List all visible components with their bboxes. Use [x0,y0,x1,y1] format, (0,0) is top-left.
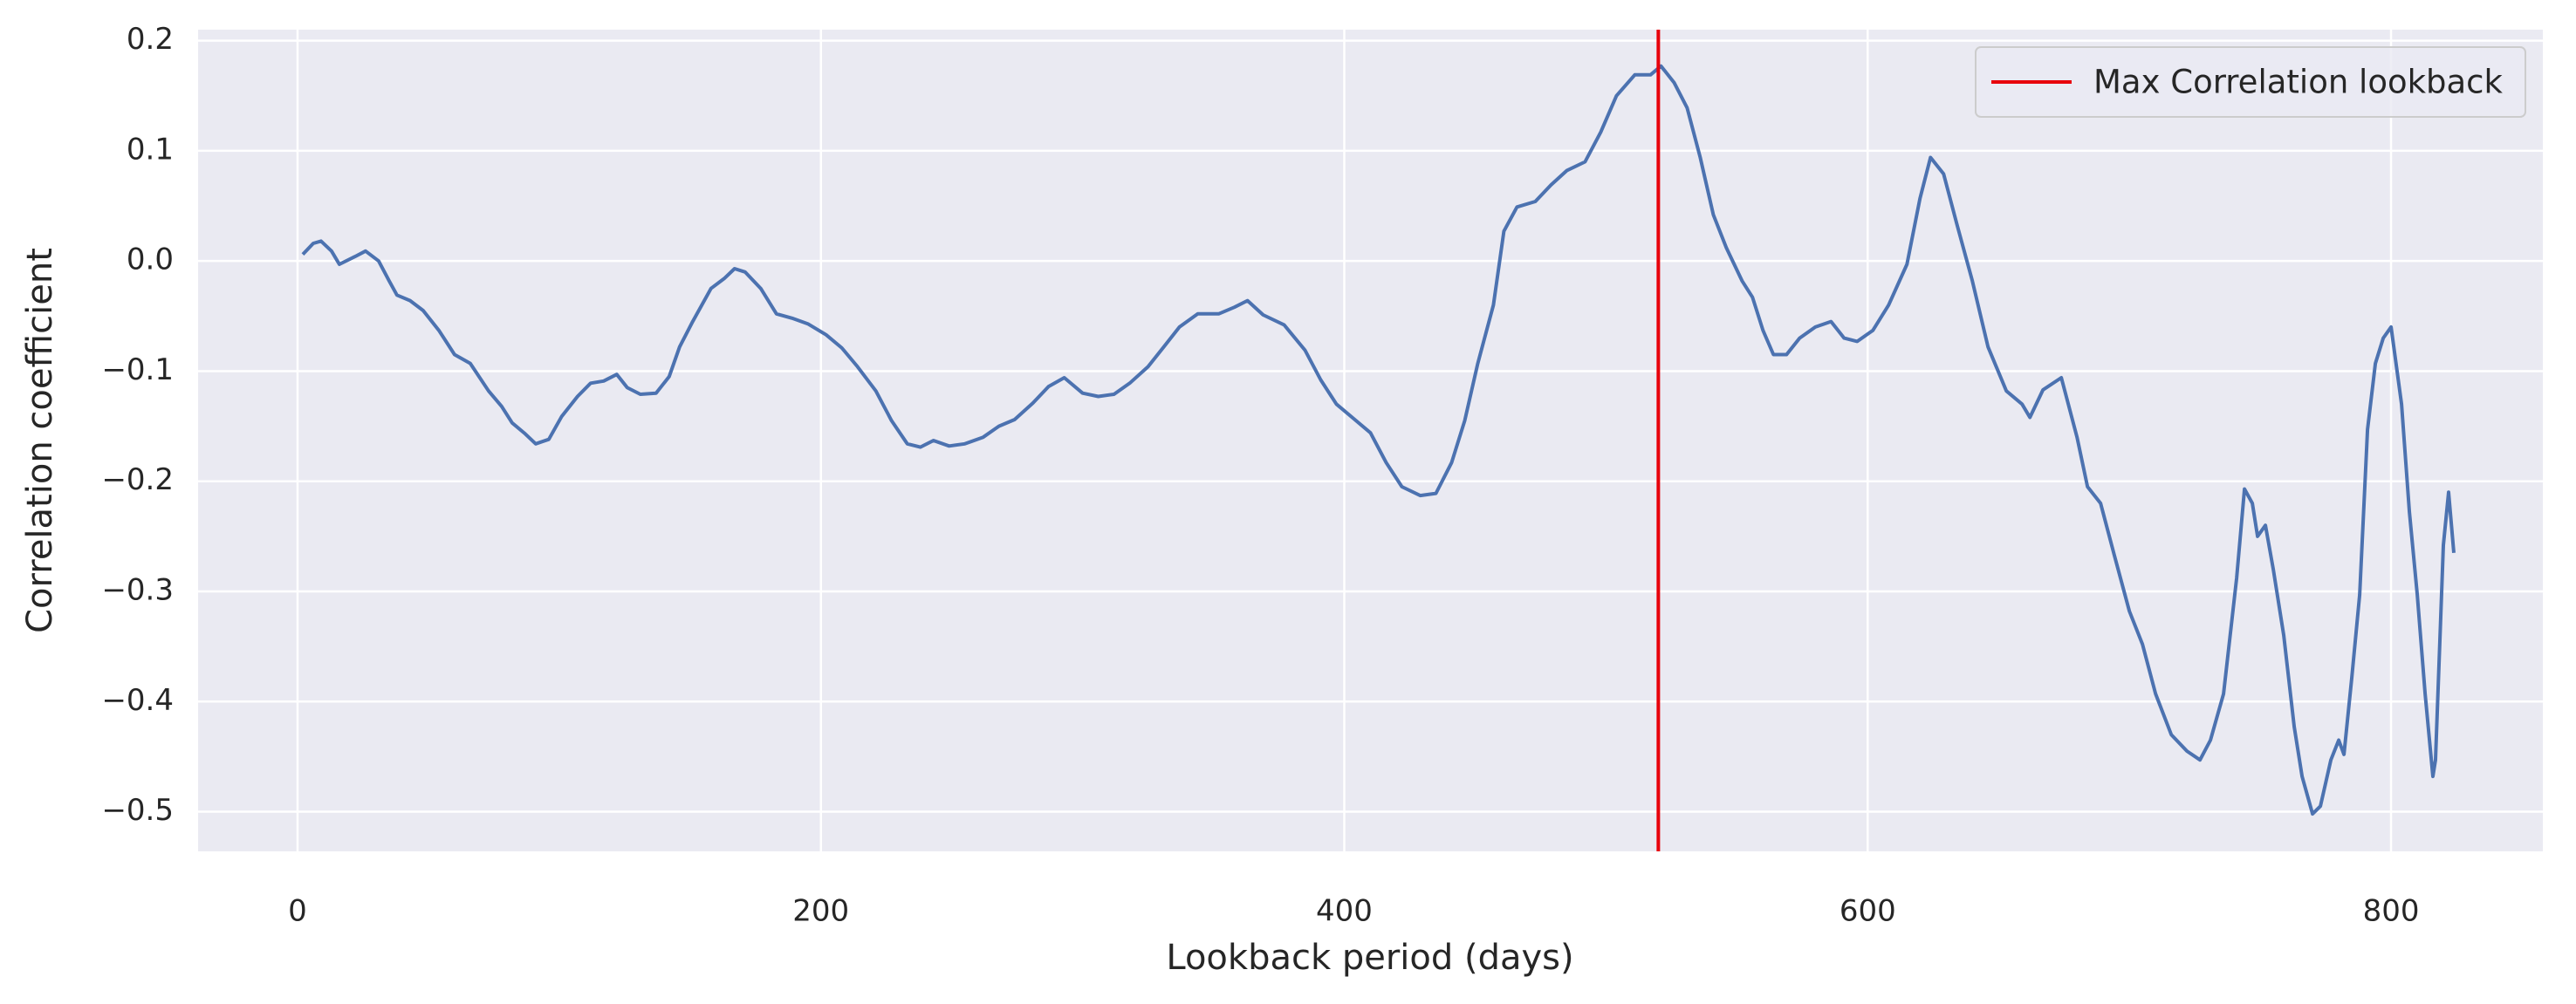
y-tick-label: −0.1 [101,352,174,387]
x-tick-label: 800 [2363,894,2420,929]
labels: −0.5 −0.4 −0.3 −0.2 −0.1 0.0 0.1 0.2 0 200 400 600 8… [101,22,2419,928]
x-axis-label: Lookback period (days) [1166,938,1573,978]
marks [301,30,2456,851]
y-tick-label: −0.4 [101,683,174,718]
grid [198,30,2543,851]
y-tick-label: −0.5 [101,793,174,828]
y-tick-label: 0.0 [127,242,174,277]
y-axis-label: Correlation coefficient [20,248,60,633]
y-tick-label: −0.2 [101,462,174,497]
y-tick-label: −0.3 [101,572,174,607]
legend-box [1975,46,2526,118]
plot-area [198,30,2543,851]
y-tick-label: 0.1 [127,132,174,167]
x-tick-label: 600 [1840,894,1896,929]
x-tick-label: 0 [288,894,307,929]
x-tick-label: 200 [792,894,849,929]
legend-label: Max Correlation lookback [2093,64,2504,101]
data-line [301,64,2456,816]
y-tick-label: 0.2 [127,22,174,57]
x-tick-label: 400 [1316,894,1373,929]
